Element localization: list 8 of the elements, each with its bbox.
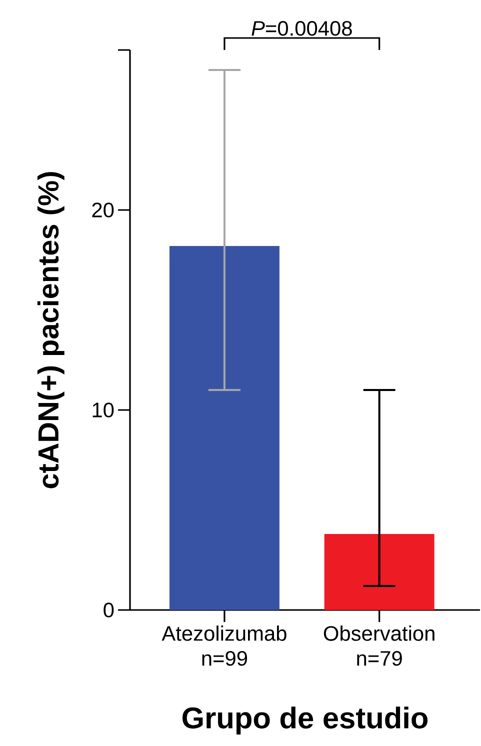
text: P=0.00408: [252, 20, 352, 36]
y-tick-label: 10: [92, 402, 114, 418]
x-tick-label: Observation n=79: [324, 626, 434, 666]
y-tick-label: 20: [92, 202, 114, 218]
x-tick-label: Atezolizumab n=99: [162, 626, 286, 666]
y-axis-title: ctADN(+) pacientes (%): [38, 172, 64, 488]
x-axis-title: Grupo de estudio: [182, 706, 428, 734]
y-tick-label: 0: [104, 602, 114, 618]
